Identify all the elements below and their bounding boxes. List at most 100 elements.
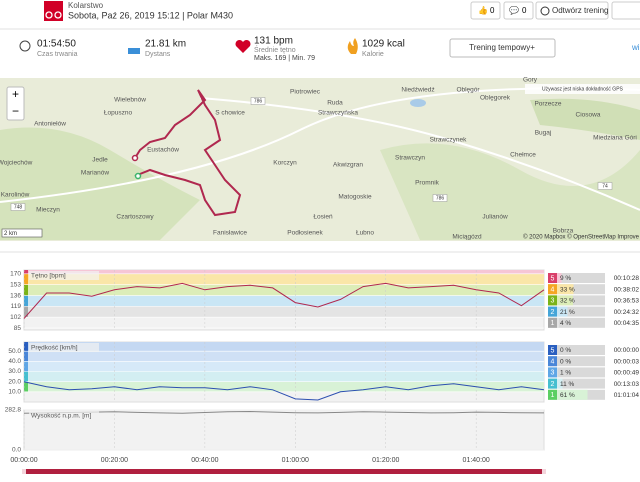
- forest: [530, 98, 640, 140]
- panel: [23, 409, 545, 451]
- training-label: Trening tempowy+: [469, 43, 535, 52]
- distance-icon: [128, 48, 140, 54]
- place-label: Korczyn: [273, 160, 297, 167]
- place-label: Eustachów: [147, 147, 179, 154]
- place-label: Niedźwiedź: [401, 87, 434, 94]
- zone-number: 5: [551, 275, 555, 282]
- zone-number: 1: [551, 392, 555, 399]
- place-label: Gory: [523, 77, 538, 84]
- panel-title: Prędkość [km/h]: [31, 345, 78, 352]
- place-label: Julianów: [482, 214, 508, 221]
- zone-summary-bar: [548, 389, 588, 400]
- place-label: Chełmce: [510, 152, 536, 159]
- time-tick-label: 01:40:00: [463, 457, 490, 464]
- time-tick-label: 00:40:00: [191, 457, 218, 464]
- comment-count: 0: [522, 6, 527, 15]
- place-label: Strawczyn: [395, 155, 425, 162]
- place-label: Ciosowa: [576, 112, 601, 119]
- zone-percent: 32 %: [560, 298, 575, 305]
- like-button[interactable]: [470, 1, 501, 20]
- zone-band: [24, 342, 544, 352]
- session-subtitle: Sobota, Paź 26, 2019 15:12 | Polar M430: [68, 10, 233, 20]
- y-tick-label: 170: [10, 271, 21, 278]
- icon-wheel: [54, 11, 62, 19]
- comment-icon: 💬: [509, 5, 519, 15]
- training-button[interactable]: [449, 38, 556, 58]
- comment-button[interactable]: [503, 1, 534, 20]
- y-tick-label: 102: [10, 314, 21, 321]
- zone-summary-bar: [548, 295, 573, 306]
- y-tick-label: 119: [11, 303, 22, 310]
- place-label: Strawczyńska: [318, 110, 358, 117]
- scrollbar-thumb[interactable]: [26, 469, 542, 474]
- gps-notice: Używasz jest niska dokładność GPS: [542, 86, 624, 92]
- road: [0, 87, 640, 203]
- place-label: Miedziana Góri: [593, 135, 637, 142]
- place-label: Oblęgorek: [480, 95, 511, 102]
- zoom-in[interactable]: +: [12, 87, 19, 101]
- place-label: Mieczyn: [36, 207, 60, 214]
- place-label: Bugaj: [535, 130, 552, 137]
- zone-time: 00:00:03: [614, 358, 640, 365]
- road-number: 786: [254, 98, 263, 104]
- zone-marker: [24, 270, 28, 274]
- place-label: Fanisławice: [213, 230, 247, 237]
- zone-time: 00:13:03: [614, 381, 640, 388]
- scale-label: 2 km: [4, 231, 17, 237]
- zone-number-box: [548, 295, 557, 306]
- place-label: Antoniełów: [34, 121, 66, 128]
- zone-time: 00:00:49: [614, 370, 640, 377]
- zone-number: 3: [551, 298, 555, 305]
- place-label: Łopuszno: [104, 110, 133, 117]
- zone-time: 00:10:28: [614, 275, 640, 282]
- zone-number: 3: [551, 370, 555, 377]
- y-tick-label: 136: [10, 292, 21, 299]
- zone-marker: [24, 351, 28, 362]
- heart-icon: [235, 39, 251, 53]
- zone-number-box: [548, 273, 557, 283]
- zone-summary-bg: [548, 273, 605, 283]
- series-line: [23, 410, 545, 414]
- hr-range: Maks. 169 | Min. 79: [254, 55, 315, 62]
- zone-number-box: [548, 317, 557, 328]
- road-number: 786: [436, 195, 445, 201]
- place-label: Karolinów: [1, 192, 30, 199]
- zone-time: 00:38:02: [614, 286, 640, 293]
- avg-hr-label: Średnie tętno: [254, 45, 296, 54]
- zone-marker: [24, 273, 28, 285]
- zone-summary-bg: [548, 367, 605, 378]
- export-button[interactable]: [611, 1, 640, 20]
- zone-band: [24, 295, 544, 307]
- zone-number-box: [548, 345, 557, 355]
- route-end: [131, 154, 139, 162]
- scale-bar: [1, 228, 43, 238]
- place-label: Łosień: [313, 214, 333, 221]
- zone-time: 00:00:00: [614, 347, 640, 354]
- zone-marker: [24, 342, 28, 352]
- place-label: Wielebnów: [114, 97, 146, 104]
- zone-band: [24, 270, 544, 274]
- zone-band: [24, 361, 544, 372]
- zone-band: [24, 306, 544, 318]
- map: + − Używasz jest niska dokładność GPS 2 …: [0, 77, 640, 241]
- zone-percent: 4 %: [560, 320, 571, 327]
- zone-marker: [24, 295, 28, 307]
- zone-band: [24, 351, 544, 362]
- duration: 01:54:50: [37, 39, 76, 50]
- zoom-control[interactable]: [6, 86, 25, 121]
- panel-title-bg: [29, 343, 99, 352]
- more-link[interactable]: wi: [631, 43, 640, 52]
- replay-button[interactable]: [535, 1, 609, 20]
- replay-icon: [540, 6, 550, 16]
- y-tick-label: 20.0: [8, 378, 21, 385]
- series-line: [23, 381, 545, 401]
- zone-time: 00:24:32: [614, 309, 640, 316]
- route-start: [134, 172, 142, 180]
- place-label: Marianów: [81, 170, 109, 177]
- zone-band: [24, 371, 544, 382]
- zone-number-box: [548, 306, 557, 317]
- road-number: 74: [602, 183, 608, 189]
- zoom-out[interactable]: −: [12, 104, 19, 118]
